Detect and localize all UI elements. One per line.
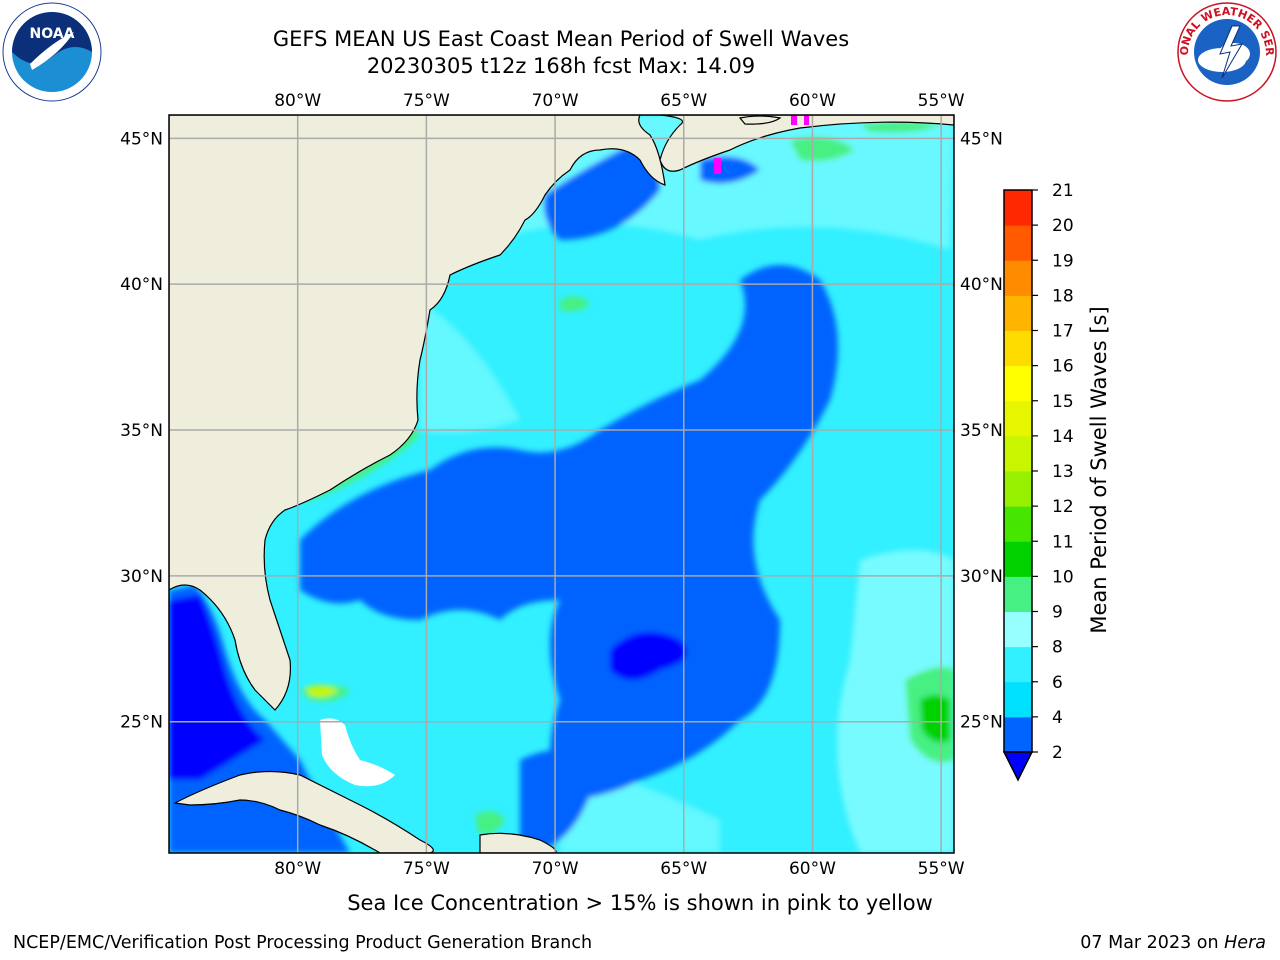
lat-label-right: 40°N [960, 275, 1003, 295]
chart-title: GEFS MEAN US East Coast Mean Period of S… [272, 27, 850, 51]
lat-label-left: 25°N [120, 713, 163, 733]
colorbar-tick-label: 10 [1052, 567, 1074, 587]
sea-ice-patch [791, 115, 797, 125]
bahamas-shallow-area [320, 718, 395, 787]
lon-label-bottom: 60°W [789, 859, 836, 879]
noaa-logo-text: NOAA [30, 26, 75, 42]
footer-date-text: 07 Mar 2023 on [1080, 933, 1225, 953]
colorbar-tick-label: 13 [1052, 462, 1074, 482]
footer-credit: NCEP/EMC/Verification Post Processing Pr… [13, 933, 593, 953]
colorbar-segment [1004, 716, 1032, 753]
caption-text: Sea Ice Concentration > 15% is shown in … [347, 891, 933, 915]
colorbar-segment [1004, 190, 1032, 226]
colorbar-segment [1004, 611, 1032, 648]
colorbar-tick-label: 6 [1052, 673, 1063, 693]
map-frame [168, 114, 955, 854]
colorbar-segment [1004, 681, 1032, 718]
colorbar-tick-label: 17 [1052, 322, 1074, 342]
land-nova-scotia-island [738, 115, 782, 125]
lat-label-left: 30°N [120, 567, 163, 587]
colorbar-tick-label: 11 [1052, 532, 1074, 552]
lon-label-top: 60°W [789, 91, 836, 111]
colorbar-segment [1004, 541, 1032, 577]
noaa-logo-icon: NOAA [2, 2, 102, 102]
colorbar-tick-label: 14 [1052, 427, 1074, 447]
lon-label-bottom: 70°W [532, 859, 579, 879]
colorbar-segment [1004, 471, 1032, 507]
colorbar-tick-label: 21 [1052, 181, 1074, 201]
lon-label-top: 55°W [918, 91, 965, 111]
lon-label-bottom: 75°W [403, 859, 450, 879]
colorbar-tick-label: 19 [1052, 251, 1074, 271]
lat-label-left: 45°N [120, 129, 163, 149]
colorbar-segment [1004, 435, 1032, 472]
lat-label-left: 40°N [120, 275, 163, 295]
gridlines [169, 115, 954, 853]
colorbar-tick-label: 9 [1052, 603, 1063, 623]
colorbar-segment [1004, 646, 1032, 683]
lon-label-top: 80°W [274, 91, 321, 111]
lon-label-top: 75°W [403, 91, 450, 111]
colorbar: 2 4 6 8 9 10 11 12 13 14 15 16 17 18 19 20 21 [1002, 181, 1074, 782]
colorbar-segment [1004, 225, 1032, 261]
footer-date: 07 Mar 2023 on Hera [1080, 933, 1266, 953]
colorbar-segment [1004, 260, 1032, 296]
colorbar-label: Mean Period of Swell Waves [s] [1087, 306, 1111, 633]
footer-machine: Hera [1224, 933, 1266, 953]
lat-label-right: 25°N [960, 713, 1003, 733]
lat-labels-right: 45°N 40°N 35°N 30°N 25°N [960, 129, 1003, 732]
nws-logo-icon: NATIONAL WEATHER SERVICE [1176, 2, 1277, 102]
lat-label-right: 45°N [960, 129, 1003, 149]
lat-label-left: 35°N [120, 421, 163, 441]
land-cuba [173, 770, 434, 853]
lat-labels-left: 45°N 40°N 35°N 30°N 25°N [120, 129, 163, 732]
colorbar-segment [1004, 506, 1032, 542]
colorbar-tick-label: 8 [1052, 638, 1063, 658]
colorbar-tick-label: 18 [1052, 286, 1074, 306]
colorbar-tick-label: 4 [1052, 708, 1063, 728]
colorbar-segment [1004, 295, 1032, 331]
colorbar-segment [1004, 400, 1032, 437]
lon-labels-top: 80°W 75°W 70°W 65°W 60°W 55°W [274, 91, 965, 111]
map-area [169, 115, 954, 853]
lat-label-right: 30°N [960, 567, 1003, 587]
colorbar-tick-label: 12 [1052, 497, 1074, 517]
land-nova-scotia [640, 115, 954, 172]
lon-label-top: 70°W [532, 91, 579, 111]
sea-ice-patch [804, 115, 809, 125]
colorbar-extend-arrow [1002, 751, 1034, 782]
colorbar-tick-label: 2 [1052, 743, 1063, 763]
colorbar-segment [1004, 576, 1032, 612]
land-north-america [169, 115, 666, 711]
sea-ice-patch [714, 158, 721, 174]
lon-label-top: 65°W [660, 91, 707, 111]
colorbar-tick-label: 20 [1052, 216, 1074, 236]
chart-subtitle: 20230305 t12z 168h fcst Max: 14.09 [366, 54, 756, 78]
colorbar-tick-label: 16 [1052, 357, 1074, 377]
lat-label-right: 35°N [960, 421, 1003, 441]
lon-label-bottom: 80°W [274, 859, 321, 879]
colorbar-segment [1004, 330, 1032, 367]
colorbar-segment [1004, 365, 1032, 402]
caption: Sea Ice Concentration > 15% is shown in … [0, 891, 1280, 915]
lon-label-bottom: 65°W [660, 859, 707, 879]
colorbar-tick-label: 15 [1052, 392, 1074, 412]
lon-labels-bottom: 80°W 75°W 70°W 65°W 60°W 55°W [274, 859, 965, 879]
lon-label-bottom: 55°W [918, 859, 965, 879]
